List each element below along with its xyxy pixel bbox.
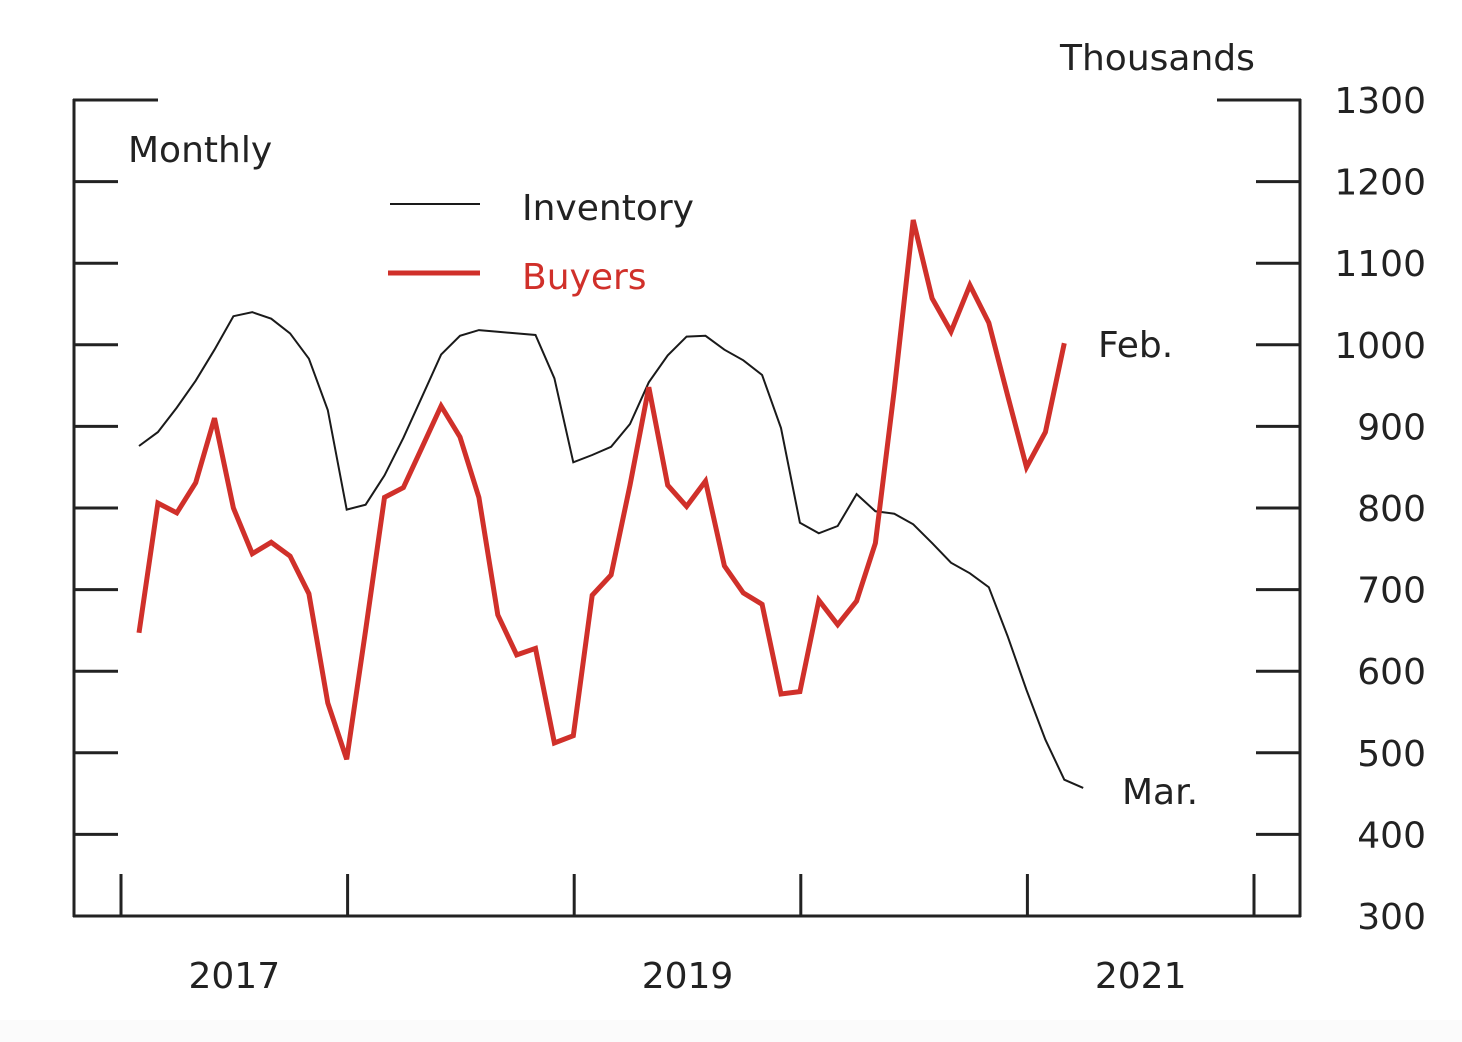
x-tick-label: 2021 [1095, 956, 1187, 997]
x-tick-label: 2017 [188, 956, 280, 997]
y-tick-label: 1000 [1334, 326, 1426, 367]
y-tick-label: 800 [1357, 489, 1426, 530]
legend-label-inventory: Inventory [522, 188, 694, 229]
y-tick-label: 1200 [1334, 163, 1426, 204]
bottom-band [0, 1020, 1462, 1042]
legend-label-buyers: Buyers [522, 257, 647, 298]
y-tick-label: 500 [1357, 734, 1426, 775]
y-tick-label: 300 [1357, 897, 1426, 938]
annotation-mar: Mar. [1122, 772, 1198, 813]
y-tick-labels: 300 400 500 600 700 800 900 1000 1100 1200 1300 [1334, 81, 1426, 938]
y-tick-label: 1100 [1334, 244, 1426, 285]
x-ticks [119, 874, 1256, 916]
frequency-note: Monthly [128, 130, 272, 171]
y-tick-label: 600 [1357, 652, 1426, 693]
x-tick-label: 2019 [642, 956, 734, 997]
unit-note: Thousands [1059, 38, 1255, 79]
right-y-ticks [1256, 180, 1300, 836]
legend: Inventory Buyers [388, 188, 694, 298]
y-tick-label: 1300 [1334, 81, 1426, 122]
series-line-inventory [138, 311, 1084, 789]
y-tick-label: 900 [1357, 407, 1426, 448]
x-tick-labels: 2017 2019 2021 [188, 956, 1186, 997]
y-tick-label: 400 [1357, 815, 1426, 856]
annotation-feb: Feb. [1098, 325, 1173, 366]
y-tick-label: 700 [1357, 571, 1426, 612]
series-line-buyers [136, 219, 1067, 761]
series-lines [136, 219, 1084, 789]
left-y-ticks [74, 180, 118, 836]
